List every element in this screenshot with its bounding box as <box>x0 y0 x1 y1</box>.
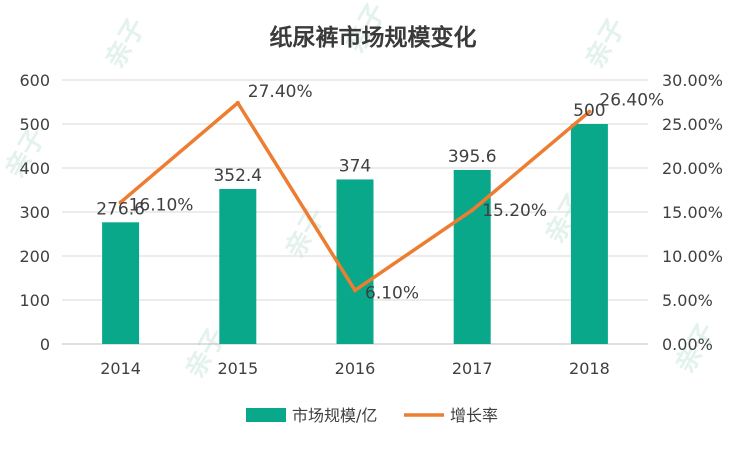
x-axis-tick-label: 2015 <box>217 359 258 378</box>
x-axis-tick-label: 2017 <box>452 359 493 378</box>
left-axis-tick-label: 0 <box>40 335 50 354</box>
bar-series <box>102 124 608 344</box>
x-axis-tick-label: 2014 <box>100 359 141 378</box>
right-axis-tick-label: 15.00% <box>662 203 723 222</box>
right-axis-tick-label: 10.00% <box>662 247 723 266</box>
growth-rate-point <box>235 100 240 105</box>
line-data-label: 26.40% <box>599 91 664 111</box>
left-axis-tick-label: 100 <box>19 291 50 310</box>
line-data-label: 16.10% <box>129 195 194 215</box>
line-data-label: 6.10% <box>365 283 419 303</box>
bar-data-label: 276.6 <box>96 199 145 219</box>
bar-data-label: 352.4 <box>213 166 262 186</box>
x-axis-tick-labels: 2014 2015 2016 2017 2018 <box>100 359 610 378</box>
right-axis-tick-label: 20.00% <box>662 159 723 178</box>
right-axis-tick-label: 30.00% <box>662 71 723 90</box>
watermark-mark: 亲子 <box>580 13 632 73</box>
x-axis-tick-label: 2018 <box>569 359 610 378</box>
right-axis-tick-label: 0.00% <box>662 335 713 354</box>
line-data-label: 15.20% <box>482 201 547 221</box>
left-axis-tick-label: 500 <box>19 115 50 134</box>
right-axis-tick-labels: 0.00% 5.00% 10.00% 15.00% 20.00% 25.00% 30.00% <box>662 71 723 354</box>
bar <box>336 179 374 344</box>
bar-data-label: 395.6 <box>448 147 497 167</box>
bar <box>453 169 491 344</box>
x-axis-tick-label: 2016 <box>335 359 376 378</box>
legend-line-label: 增长率 <box>450 406 498 425</box>
left-axis-tick-label: 400 <box>19 159 50 178</box>
watermark-mark: 亲子 <box>100 13 152 73</box>
bar-data-label: 374 <box>339 156 371 176</box>
bar <box>102 222 140 344</box>
growth-rate-point <box>587 109 592 114</box>
line-data-label: 27.40% <box>248 82 313 102</box>
legend-bar-label: 市场规模/亿 <box>292 406 377 425</box>
legend-bar-swatch <box>246 408 286 422</box>
left-axis-tick-label: 600 <box>19 71 50 90</box>
legend: 市场规模/亿 增长率 <box>246 406 498 425</box>
growth-rate-point <box>353 288 357 293</box>
bar <box>219 188 257 344</box>
line-series <box>118 100 592 293</box>
right-axis-tick-label: 5.00% <box>662 291 713 310</box>
left-axis-tick-label: 200 <box>19 247 50 266</box>
chart-title: 纸尿裤市场规模变化 <box>270 24 477 51</box>
growth-rate-point <box>470 208 475 213</box>
left-axis-tick-labels: 0 100 200 300 400 500 600 <box>19 71 50 354</box>
growth-rate-point <box>118 200 123 205</box>
right-axis-tick-label: 25.00% <box>662 115 723 134</box>
data-labels: 276.6 352.4 374 395.6 500 16.10% 27.40% 6.10% 15… <box>96 82 664 303</box>
left-axis-tick-label: 300 <box>19 203 50 222</box>
bar-data-label: 500 <box>573 101 605 121</box>
bar <box>570 124 608 344</box>
